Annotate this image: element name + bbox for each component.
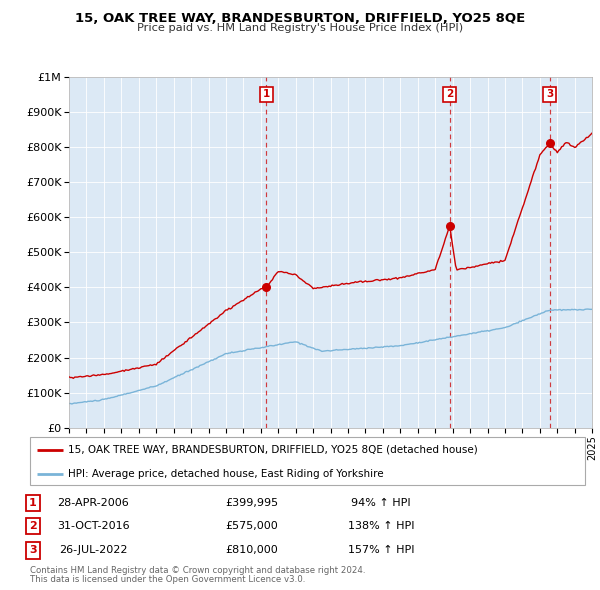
FancyBboxPatch shape [30,437,585,485]
Text: 94% ↑ HPI: 94% ↑ HPI [351,498,411,507]
Text: Contains HM Land Registry data © Crown copyright and database right 2024.: Contains HM Land Registry data © Crown c… [30,566,365,575]
Text: 26-JUL-2022: 26-JUL-2022 [59,546,127,555]
Text: £810,000: £810,000 [226,546,278,555]
Text: This data is licensed under the Open Government Licence v3.0.: This data is licensed under the Open Gov… [30,575,305,584]
Text: 31-OCT-2016: 31-OCT-2016 [56,522,130,531]
Text: 138% ↑ HPI: 138% ↑ HPI [348,522,414,531]
Text: 1: 1 [263,89,270,99]
Text: 3: 3 [546,89,553,99]
Text: £399,995: £399,995 [226,498,278,507]
Text: £575,000: £575,000 [226,522,278,531]
Text: 157% ↑ HPI: 157% ↑ HPI [348,546,414,555]
Text: HPI: Average price, detached house, East Riding of Yorkshire: HPI: Average price, detached house, East… [68,469,383,479]
Text: 15, OAK TREE WAY, BRANDESBURTON, DRIFFIELD, YO25 8QE: 15, OAK TREE WAY, BRANDESBURTON, DRIFFIE… [75,12,525,25]
Text: 3: 3 [29,546,37,555]
Text: Price paid vs. HM Land Registry's House Price Index (HPI): Price paid vs. HM Land Registry's House … [137,23,463,33]
Text: 1: 1 [29,498,37,507]
Text: 28-APR-2006: 28-APR-2006 [57,498,129,507]
Text: 2: 2 [446,89,454,99]
Text: 2: 2 [29,522,37,531]
Text: 15, OAK TREE WAY, BRANDESBURTON, DRIFFIELD, YO25 8QE (detached house): 15, OAK TREE WAY, BRANDESBURTON, DRIFFIE… [68,445,478,455]
